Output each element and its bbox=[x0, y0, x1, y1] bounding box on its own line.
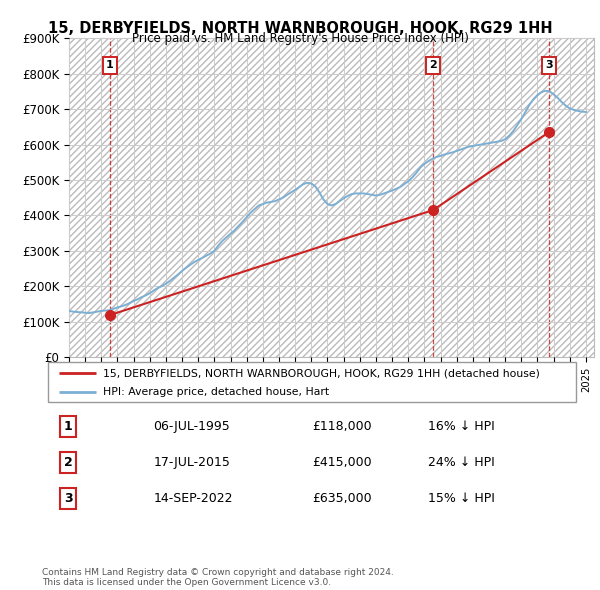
Text: 14-SEP-2022: 14-SEP-2022 bbox=[154, 492, 233, 505]
Text: 2: 2 bbox=[429, 60, 437, 70]
Text: 06-JUL-1995: 06-JUL-1995 bbox=[154, 420, 230, 433]
Text: 15, DERBYFIELDS, NORTH WARNBOROUGH, HOOK, RG29 1HH: 15, DERBYFIELDS, NORTH WARNBOROUGH, HOOK… bbox=[47, 21, 553, 35]
Text: HPI: Average price, detached house, Hart: HPI: Average price, detached house, Hart bbox=[103, 386, 329, 396]
Text: 24% ↓ HPI: 24% ↓ HPI bbox=[428, 456, 495, 469]
Text: 3: 3 bbox=[64, 492, 73, 505]
Text: 15, DERBYFIELDS, NORTH WARNBOROUGH, HOOK, RG29 1HH (detached house): 15, DERBYFIELDS, NORTH WARNBOROUGH, HOOK… bbox=[103, 368, 541, 378]
Text: Price paid vs. HM Land Registry's House Price Index (HPI): Price paid vs. HM Land Registry's House … bbox=[131, 32, 469, 45]
Text: 1: 1 bbox=[64, 420, 73, 433]
Text: Contains HM Land Registry data © Crown copyright and database right 2024.
This d: Contains HM Land Registry data © Crown c… bbox=[42, 568, 394, 587]
Bar bbox=[69, 38, 594, 357]
Text: £635,000: £635,000 bbox=[312, 492, 371, 505]
Text: 16% ↓ HPI: 16% ↓ HPI bbox=[428, 420, 495, 433]
Text: £415,000: £415,000 bbox=[312, 456, 371, 469]
Text: 3: 3 bbox=[545, 60, 553, 70]
Text: 17-JUL-2015: 17-JUL-2015 bbox=[154, 456, 230, 469]
Text: 15% ↓ HPI: 15% ↓ HPI bbox=[428, 492, 495, 505]
FancyBboxPatch shape bbox=[48, 362, 576, 402]
Text: 2: 2 bbox=[64, 456, 73, 469]
Text: 1: 1 bbox=[106, 60, 113, 70]
Text: £118,000: £118,000 bbox=[312, 420, 371, 433]
